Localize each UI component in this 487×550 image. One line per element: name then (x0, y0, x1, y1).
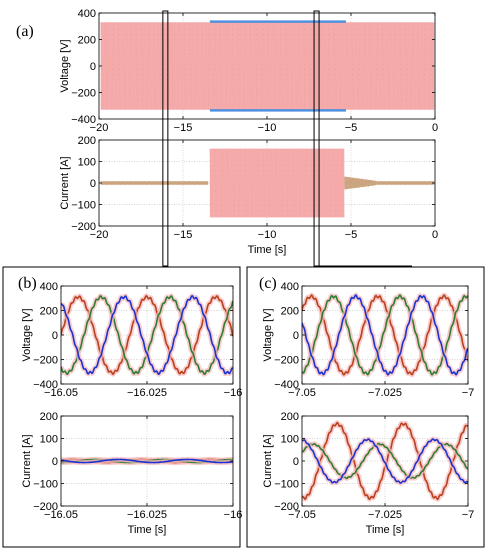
series-waveform (375, 180, 434, 186)
series-line (302, 294, 468, 376)
y-tick-label: 400 (281, 281, 299, 293)
x-axis-label: Time [s] (366, 524, 405, 536)
y-tick-label: 400 (78, 8, 96, 20)
series-waveform (100, 22, 434, 110)
series-waveform (100, 180, 207, 186)
y-axis-label: Voltage [V] (21, 308, 33, 361)
y-tick-label: −200 (33, 355, 58, 367)
x-axis-label: Time [s] (248, 244, 287, 256)
y-axis-label: Current [A] (262, 434, 274, 487)
x-tick-label: −16.025 (127, 509, 167, 521)
y-axis-label: Current [A] (21, 434, 33, 487)
x-tick-label: −16.05 (44, 387, 78, 399)
y-tick-label: 400 (40, 281, 58, 293)
x-tick-label: −15 (174, 229, 193, 241)
chart-c2: −7.05 −7.025 −7 −200 −100 0 100 200 Current [A] T… (262, 411, 474, 536)
series-line (61, 295, 233, 375)
data-layer (61, 456, 233, 466)
y-tick-label: 0 (52, 330, 58, 342)
y-axis-label: Voltage [V] (262, 308, 274, 361)
data-layer (302, 292, 468, 378)
y-tick-label: 100 (281, 434, 299, 446)
y-tick-label: 0 (90, 61, 96, 73)
y-tick-label: 200 (281, 306, 299, 318)
series-line (302, 294, 468, 376)
y-tick-label: −200 (33, 501, 58, 513)
x-tick-label: −5 (345, 229, 358, 241)
x-tick-label: −7.05 (288, 509, 316, 521)
y-axis-label: Voltage [V] (59, 39, 71, 92)
series-envelope (344, 176, 377, 190)
y-tick-label: 100 (78, 157, 96, 169)
y-tick-label: 0 (52, 456, 58, 468)
zoom-window-markers (162, 10, 412, 267)
panel-b-frame (2, 266, 241, 548)
y-tick-label: −200 (71, 88, 96, 100)
series-waveform (209, 148, 345, 218)
y-tick-label: 0 (293, 456, 299, 468)
y-tick-label: −100 (33, 479, 58, 491)
x-tick-label: −20 (90, 229, 109, 241)
x-tick-label: −7.05 (288, 387, 316, 399)
y-tick-label: −400 (274, 379, 299, 391)
x-tick-label: −7.025 (368, 509, 402, 521)
panel-c-frame (246, 266, 485, 548)
y-tick-label: −400 (33, 379, 58, 391)
x-tick-label: −10 (258, 122, 277, 134)
y-tick-label: −100 (274, 479, 299, 491)
x-tick-label: −16 (224, 387, 243, 399)
y-tick-label: 200 (40, 411, 58, 423)
y-tick-label: 0 (90, 178, 96, 190)
series-waveform (344, 176, 376, 190)
y-tick-label: −200 (274, 355, 299, 367)
y-tick-label: 200 (40, 306, 58, 318)
x-tick-label: −7 (462, 387, 475, 399)
data-layer (61, 293, 233, 377)
x-tick-label: 0 (432, 229, 438, 241)
series-line (302, 438, 468, 484)
x-tick-label: 0 (432, 122, 438, 134)
y-tick-label: −200 (71, 221, 96, 233)
y-tick-label: 200 (78, 135, 96, 147)
chart-b2: −16.05 −16.025 −16 −200 −100 0 100 200 Current [… (21, 411, 242, 536)
y-axis-label: Current [A] (59, 156, 71, 209)
series-peak-lower (209, 109, 346, 112)
x-axis-label: Time [s] (128, 524, 167, 536)
panel-label-a: (a) (16, 23, 34, 40)
data-layer (302, 420, 468, 502)
x-tick-label: −10 (258, 229, 277, 241)
y-tick-label: −200 (274, 501, 299, 513)
panel-label-c: (c) (259, 275, 277, 292)
chart-b1: −16.05 −16.025 −16 −400 −200 0 200 400 Voltage [… (21, 281, 242, 399)
x-tick-label: −15 (174, 122, 193, 134)
x-tick-label: −16.025 (127, 387, 167, 399)
chart-c1: −7.05 −7.025 −7 −400 −200 0 200 400 Voltage [V] (262, 281, 474, 399)
x-tick-label: −7.025 (368, 387, 402, 399)
panel-label-b: (b) (18, 275, 37, 292)
x-tick-label: −7 (462, 509, 475, 521)
y-tick-label: 200 (281, 411, 299, 423)
y-tick-label: −100 (71, 200, 96, 212)
data-layer (100, 20, 435, 112)
x-tick-label: −16.05 (44, 509, 78, 521)
series-line (61, 458, 233, 464)
data-layer (100, 148, 435, 218)
y-tick-label: 200 (78, 35, 96, 47)
chart-a2: −20 −15 −10 −5 0 −200 −100 0 100 200 Current [A] Ti… (59, 135, 438, 256)
y-tick-label: 100 (40, 434, 58, 446)
chart-a1: −20 −15 −10 −5 0 −400 −200 0 200 400 Voltage [V] (59, 8, 438, 134)
y-tick-label: 0 (293, 330, 299, 342)
y-tick-label: −400 (71, 114, 96, 126)
x-tick-label: −5 (345, 122, 358, 134)
series-line (302, 294, 468, 376)
x-tick-label: −16 (224, 509, 243, 521)
series-peak-upper (209, 20, 346, 23)
x-tick-label: −20 (90, 122, 109, 134)
